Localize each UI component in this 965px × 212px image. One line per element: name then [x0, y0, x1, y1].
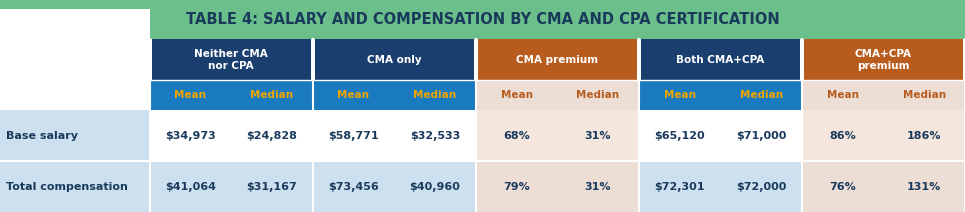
Text: CMA premium: CMA premium: [516, 55, 598, 65]
Bar: [720, 161, 802, 212]
Bar: [231, 110, 313, 161]
Bar: [231, 161, 313, 212]
Bar: [0, 9, 150, 80]
Bar: [150, 80, 231, 110]
Text: $58,771: $58,771: [328, 131, 378, 141]
Text: Neither CMA
nor CPA: Neither CMA nor CPA: [194, 49, 268, 71]
Text: $31,167: $31,167: [246, 182, 297, 192]
Bar: [884, 161, 965, 212]
Bar: [394, 161, 476, 212]
Text: Mean: Mean: [827, 90, 859, 100]
Text: $40,960: $40,960: [409, 182, 460, 192]
Text: 31%: 31%: [585, 131, 611, 141]
Bar: [802, 110, 884, 161]
Text: $24,828: $24,828: [246, 131, 297, 141]
Text: $72,000: $72,000: [736, 182, 786, 192]
Text: 76%: 76%: [829, 182, 856, 192]
Text: $72,301: $72,301: [654, 182, 704, 192]
Bar: [150, 110, 231, 161]
Bar: [394, 110, 476, 161]
Text: Mean: Mean: [501, 90, 533, 100]
Text: Median: Median: [250, 90, 293, 100]
Bar: [231, 80, 313, 110]
Bar: [313, 161, 394, 212]
Text: TABLE 4: SALARY AND COMPENSATION BY CMA AND CPA CERTIFICATION: TABLE 4: SALARY AND COMPENSATION BY CMA …: [185, 12, 780, 27]
Bar: [639, 80, 720, 110]
Text: Mean: Mean: [664, 90, 696, 100]
Text: 131%: 131%: [907, 182, 941, 192]
Text: $34,973: $34,973: [165, 131, 216, 141]
Bar: [313, 110, 394, 161]
Bar: [152, 39, 311, 80]
Text: Median: Median: [413, 90, 456, 100]
Bar: [802, 161, 884, 212]
Bar: [558, 161, 639, 212]
Bar: [558, 80, 639, 110]
Text: $65,120: $65,120: [654, 131, 704, 141]
Bar: [641, 39, 800, 80]
Text: CMA only: CMA only: [367, 55, 422, 65]
Bar: [478, 39, 637, 80]
Text: CMA+CPA
premium: CMA+CPA premium: [855, 49, 912, 71]
Bar: [476, 110, 558, 161]
Bar: [0, 110, 150, 161]
Text: Mean: Mean: [338, 90, 370, 100]
Bar: [639, 110, 720, 161]
Text: Median: Median: [902, 90, 946, 100]
Bar: [150, 161, 231, 212]
Text: 31%: 31%: [585, 182, 611, 192]
Text: $41,064: $41,064: [165, 182, 216, 192]
Text: Median: Median: [576, 90, 620, 100]
Text: Base salary: Base salary: [6, 131, 78, 141]
Bar: [476, 161, 558, 212]
Text: Both CMA+CPA: Both CMA+CPA: [676, 55, 764, 65]
Text: $32,533: $32,533: [410, 131, 460, 141]
Text: Mean: Mean: [175, 90, 207, 100]
Text: 68%: 68%: [503, 131, 530, 141]
Bar: [476, 80, 558, 110]
Text: Median: Median: [739, 90, 783, 100]
Bar: [315, 39, 474, 80]
Bar: [884, 110, 965, 161]
Text: 79%: 79%: [503, 182, 530, 192]
Bar: [804, 39, 963, 80]
Bar: [720, 110, 802, 161]
Bar: [394, 80, 476, 110]
Text: $73,456: $73,456: [328, 182, 379, 192]
Text: Total compensation: Total compensation: [6, 182, 127, 192]
Text: $71,000: $71,000: [736, 131, 786, 141]
Text: 86%: 86%: [829, 131, 856, 141]
Bar: [884, 80, 965, 110]
Bar: [0, 0, 965, 39]
Text: 186%: 186%: [907, 131, 942, 141]
Bar: [720, 80, 802, 110]
Bar: [313, 80, 394, 110]
Bar: [0, 161, 150, 212]
Bar: [558, 110, 639, 161]
Bar: [639, 161, 720, 212]
Bar: [802, 80, 884, 110]
